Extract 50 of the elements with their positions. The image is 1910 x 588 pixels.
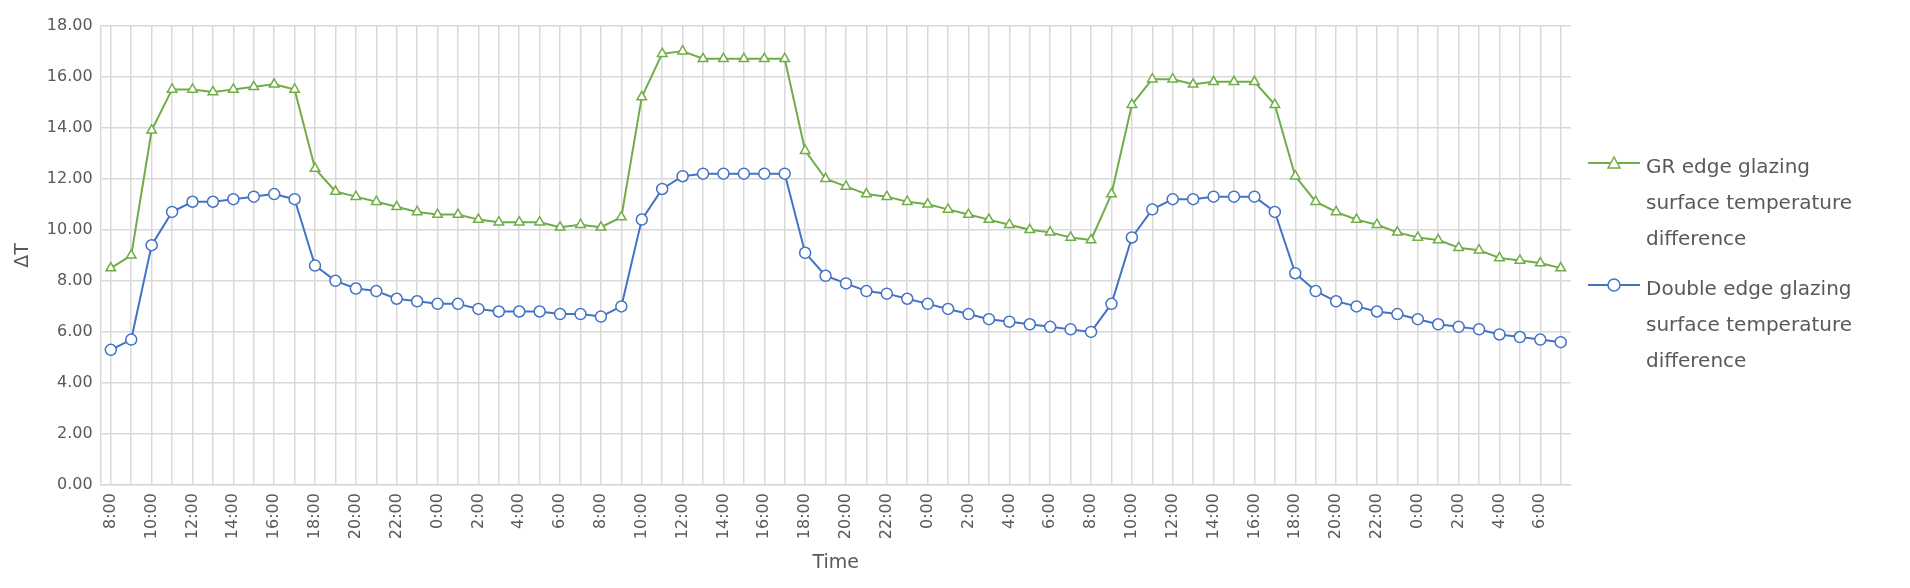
legend-label: GR edge glazing surface temperature difference: [1646, 153, 1853, 252]
x-axis-title: Time: [811, 549, 860, 572]
y-tick-label: 8.00: [56, 270, 93, 290]
x-tick-label: 16:00: [1243, 493, 1263, 540]
x-tick-label: 18:00: [1284, 493, 1304, 540]
x-tick-label: 18:00: [304, 493, 324, 540]
x-tick-label: 4:00: [1488, 493, 1508, 530]
x-tick-label: 22:00: [1366, 493, 1386, 540]
x-tick-label: 0:00: [916, 493, 936, 530]
x-tick-label: 4:00: [998, 493, 1018, 530]
x-tick-label: 20:00: [1325, 493, 1345, 540]
x-tick-label: 22:00: [385, 493, 405, 540]
legend-label: Double edge glazing surface temperature difference: [1646, 275, 1853, 374]
x-tick-label: 8:00: [99, 493, 119, 530]
x-tick-label: 2:00: [467, 493, 487, 530]
x-tick-label: 18:00: [794, 493, 814, 540]
y-tick-label: 16.00: [46, 65, 93, 85]
x-tick-label: 22:00: [875, 493, 895, 540]
y-tick-label: 6.00: [56, 321, 93, 341]
x-tick-label: 8:00: [590, 493, 610, 530]
y-tick-label: 12.00: [46, 167, 93, 187]
y-tick-label: 2.00: [56, 423, 93, 443]
x-tick-label: 8:00: [1080, 493, 1100, 530]
y-tick-label: 14.00: [46, 116, 93, 136]
y-tick-label: 18.00: [46, 14, 93, 34]
x-tick-label: 12:00: [181, 493, 201, 540]
x-tick-label: 10:00: [140, 493, 160, 540]
x-tick-label: 6:00: [1529, 493, 1549, 530]
x-tick-label: 12:00: [1161, 493, 1181, 540]
x-tick-label: 16:00: [263, 493, 283, 540]
x-tick-label: 4:00: [508, 493, 528, 530]
x-tick-label: 0:00: [1406, 493, 1426, 530]
x-tick-label: 14:00: [222, 493, 242, 540]
x-tick-label: 6:00: [1039, 493, 1059, 530]
x-tick-label: 12:00: [671, 493, 691, 540]
x-tick-label: 0:00: [426, 493, 446, 530]
x-tick-label: 6:00: [549, 493, 569, 530]
y-tick-label: 4.00: [56, 372, 93, 392]
y-tick-label: 0.00: [56, 474, 93, 494]
x-tick-label: 20:00: [345, 493, 365, 540]
x-tick-label: 10:00: [630, 493, 650, 540]
x-tick-label: 20:00: [835, 493, 855, 540]
x-tick-label: 10:00: [1121, 493, 1141, 540]
x-tick-label: 16:00: [753, 493, 773, 540]
x-tick-label: 2:00: [957, 493, 977, 530]
x-tick-label: 14:00: [712, 493, 732, 540]
y-tick-label: 10.00: [46, 218, 93, 238]
x-tick-label: 2:00: [1447, 493, 1467, 530]
x-tick-label: 14:00: [1202, 493, 1222, 540]
y-axis-title: ΔT: [10, 242, 33, 268]
